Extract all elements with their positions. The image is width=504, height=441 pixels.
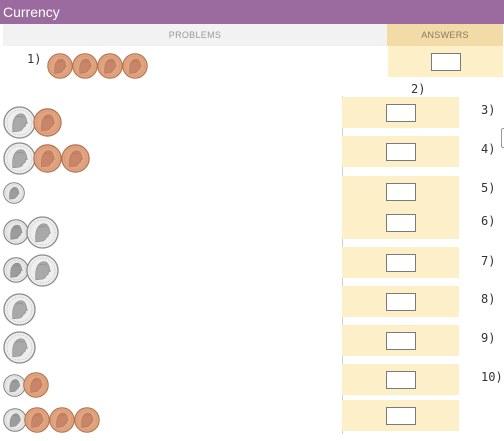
answers-column-header: ANSWERS [387, 24, 503, 46]
penny-coin-icon [33, 108, 62, 137]
answer-cell [342, 364, 459, 395]
answer-cell [342, 400, 459, 431]
answer-cell [342, 325, 459, 356]
nickel-coin-icon [3, 106, 36, 139]
nickel-coin-icon [3, 331, 36, 364]
answer-input[interactable] [386, 293, 416, 311]
window-title: Currency [3, 4, 60, 20]
nickel-coin-icon [26, 216, 59, 249]
problem-number: 7) [481, 254, 496, 268]
offscreen-element-edge [501, 128, 504, 148]
problem-number: 8) [481, 292, 496, 306]
nickel-coin-icon [3, 293, 36, 326]
answer-input[interactable] [386, 214, 416, 232]
problem-number: 1) [27, 52, 42, 66]
penny-coin-icon [47, 53, 73, 79]
problem-number: 9) [481, 331, 496, 345]
dime-coin-icon [3, 182, 25, 204]
problems-column-header: PROBLEMS [3, 24, 387, 46]
penny-coin-icon [74, 407, 100, 433]
answer-input[interactable] [386, 407, 416, 425]
nickel-coin-icon [3, 142, 36, 175]
answer-input[interactable] [431, 53, 461, 71]
window-title-bar: Currency [0, 0, 504, 24]
answer-cell [342, 97, 459, 128]
problem-number: 4) [481, 142, 496, 156]
dime-coin-icon [3, 374, 26, 397]
answer-input[interactable] [386, 104, 416, 122]
penny-coin-icon [24, 407, 50, 433]
problem-number: 2) [411, 82, 426, 96]
problem-number: 3) [481, 103, 496, 117]
answer-cell [342, 286, 459, 317]
problem-number: 6) [481, 214, 496, 228]
dime-coin-icon [3, 408, 27, 432]
answer-cell [342, 136, 459, 167]
answer-input[interactable] [386, 371, 416, 389]
answer-input[interactable] [386, 143, 416, 161]
penny-coin-icon [23, 372, 49, 398]
penny-coin-icon [33, 144, 62, 173]
answer-cell [342, 207, 459, 239]
answer-cell [388, 46, 503, 77]
answer-input[interactable] [386, 254, 416, 272]
penny-coin-icon [122, 53, 148, 79]
penny-coin-icon [72, 53, 98, 79]
penny-coin-icon [97, 53, 123, 79]
problem-number: 10) [481, 370, 503, 384]
answer-input[interactable] [386, 183, 416, 201]
dime-coin-icon [3, 257, 29, 283]
answer-cell [342, 247, 459, 278]
answer-cell [342, 176, 459, 207]
nickel-coin-icon [26, 254, 59, 287]
answer-input[interactable] [386, 332, 416, 350]
penny-coin-icon [61, 144, 90, 173]
penny-coin-icon [49, 407, 75, 433]
problem-number: 5) [481, 181, 496, 195]
